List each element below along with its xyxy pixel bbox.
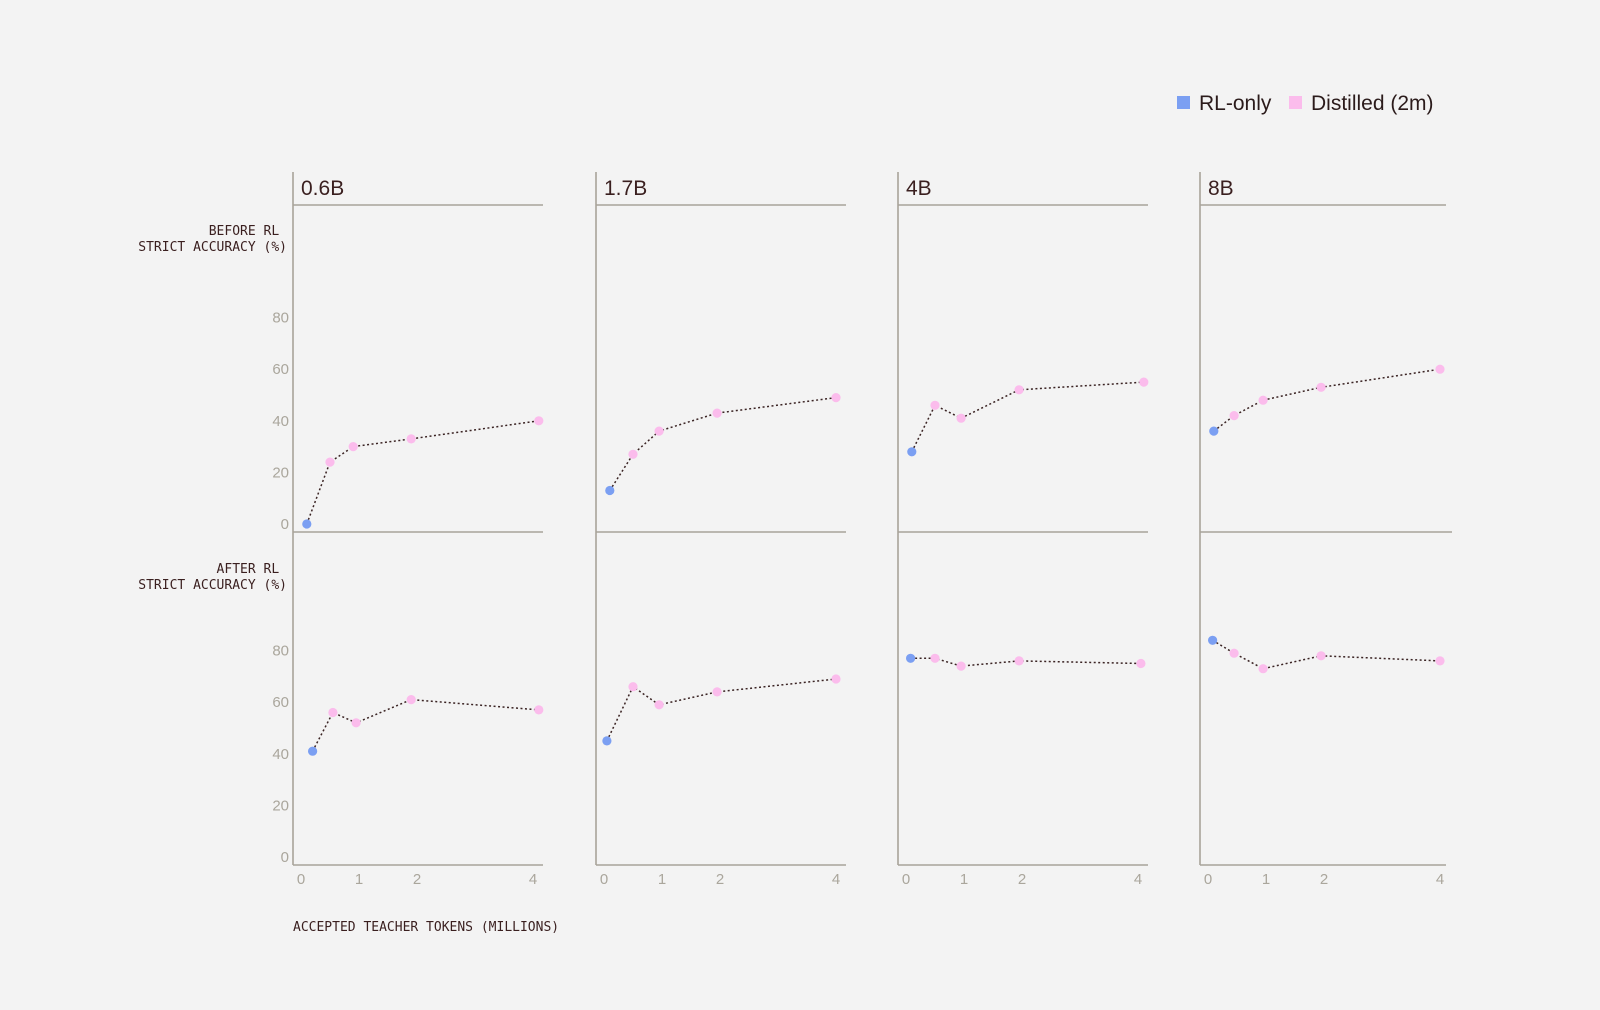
y-tick-label-before: 20 — [272, 464, 289, 481]
data-point-rl-only — [308, 746, 318, 756]
y-tick-label-after: 20 — [272, 797, 289, 814]
connector-line-before — [306, 420, 539, 525]
connector-line-before — [1213, 368, 1441, 432]
x-tick-label: 0 — [902, 871, 910, 888]
data-point-distilled — [1258, 664, 1268, 674]
y-tick-label-before: 80 — [272, 310, 289, 327]
panel-1.7b: 1.7B 0 1 2 4 — [595, 172, 846, 888]
x-tick-label: 2 — [716, 871, 724, 888]
connector-line-after — [910, 657, 1141, 667]
panel-8b: 8B 0 1 2 4 — [1199, 172, 1452, 888]
connector-line-before — [609, 396, 837, 491]
legend-label-distilled: Distilled (2m) — [1311, 92, 1434, 115]
y-tick-label-after: 40 — [272, 746, 289, 763]
data-point-distilled — [348, 442, 358, 452]
data-point-distilled — [1229, 648, 1239, 658]
y-tick-label-after: 60 — [272, 694, 289, 711]
row-label-after: AFTER RL STRICT ACCURACY (%) — [138, 562, 287, 593]
x-tick-label: 0 — [600, 871, 608, 888]
x-tick-label: 1 — [658, 871, 666, 888]
legend: RL-only Distilled (2m) — [1177, 92, 1434, 115]
connector-line-after — [1212, 639, 1441, 670]
data-point-distilled — [1229, 411, 1239, 421]
legend-label-rl-only: RL-only — [1199, 92, 1272, 115]
data-point-distilled — [351, 718, 361, 728]
x-axis-label: ACCEPTED TEACHER TOKENS (MILLIONS) — [293, 920, 559, 935]
data-point-rl-only — [605, 485, 615, 496]
panel-title: 1.7B — [604, 177, 647, 200]
data-point-rl-only — [906, 653, 916, 663]
x-tick-label: 1 — [1262, 871, 1270, 888]
data-point-distilled — [1316, 651, 1326, 661]
row-label-after-line2: STRICT ACCURACY (%) — [138, 578, 287, 593]
data-point-distilled — [406, 695, 416, 705]
data-point-distilled — [1435, 656, 1445, 666]
data-point-rl-only — [1209, 426, 1219, 436]
connector-line-after — [606, 678, 837, 742]
x-tick-label: 4 — [832, 871, 840, 888]
data-point-distilled — [1136, 658, 1146, 669]
legend-swatch-rl-only — [1177, 96, 1190, 109]
panel-title: 0.6B — [301, 177, 344, 200]
row-label-after-line1: AFTER RL — [217, 562, 280, 577]
panel-4b: 4B 0 1 2 4 — [897, 172, 1149, 888]
y-tick-label-before: 40 — [272, 413, 289, 430]
data-point-distilled — [1316, 382, 1326, 392]
x-tick-label: 2 — [1320, 871, 1328, 888]
x-tick-label: 2 — [1018, 871, 1026, 888]
legend-swatch-distilled — [1289, 96, 1302, 109]
data-point-rl-only — [1208, 635, 1218, 645]
row-label-before: BEFORE RL STRICT ACCURACY (%) — [138, 224, 287, 255]
data-point-distilled — [406, 434, 416, 444]
y-tick-label-before: 0 — [281, 516, 289, 533]
panel-title: 4B — [906, 177, 932, 200]
data-point-distilled — [534, 416, 544, 426]
data-point-distilled — [1435, 364, 1445, 374]
data-point-distilled — [1258, 395, 1268, 405]
data-point-distilled — [956, 413, 966, 423]
y-tick-label-after: 0 — [281, 849, 289, 866]
data-point-distilled — [956, 661, 966, 671]
data-point-distilled — [628, 449, 638, 459]
data-point-distilled — [1139, 377, 1149, 387]
x-tick-label: 2 — [413, 871, 421, 888]
data-point-distilled — [831, 393, 841, 403]
connector-line-after — [311, 698, 539, 752]
data-point-rl-only — [302, 519, 312, 529]
x-tick-label: 1 — [355, 871, 363, 888]
x-tick-label: 4 — [529, 871, 537, 888]
data-point-rl-only — [907, 447, 917, 457]
x-tick-label: 1 — [960, 871, 968, 888]
data-point-distilled — [654, 426, 664, 436]
data-point-distilled — [930, 400, 940, 410]
data-point-distilled — [1014, 385, 1024, 395]
data-point-distilled — [712, 687, 722, 697]
y-tick-label-before: 60 — [272, 361, 289, 378]
y-tick-label-after: 80 — [272, 643, 289, 660]
row-label-before-line2: STRICT ACCURACY (%) — [138, 240, 287, 255]
panel-title: 8B — [1208, 177, 1234, 200]
x-tick-label: 4 — [1134, 871, 1142, 888]
data-point-distilled — [534, 705, 544, 715]
data-point-distilled — [328, 707, 338, 718]
data-point-distilled — [1014, 656, 1024, 666]
data-point-rl-only — [602, 736, 612, 746]
x-tick-label: 4 — [1436, 871, 1444, 888]
row-label-before-line1: BEFORE RL — [209, 224, 280, 239]
data-point-distilled — [831, 674, 841, 684]
x-tick-label: 0 — [1204, 871, 1212, 888]
connector-line-before — [911, 381, 1144, 453]
data-point-distilled — [712, 408, 722, 418]
data-point-distilled — [930, 653, 940, 663]
x-tick-label: 0 — [297, 871, 305, 888]
data-point-distilled — [628, 682, 638, 692]
data-point-distilled — [325, 457, 335, 467]
data-point-distilled — [654, 700, 664, 710]
